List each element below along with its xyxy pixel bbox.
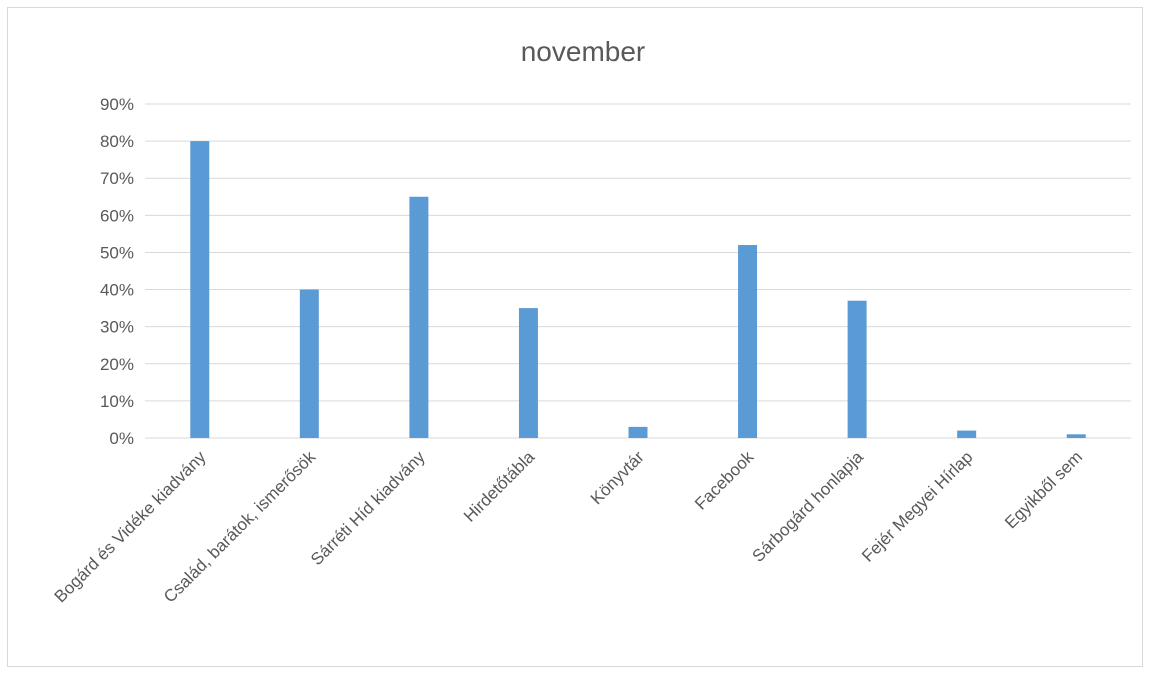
y-tick-label: 90% xyxy=(100,95,134,114)
x-category-label: Könyvtár xyxy=(587,447,648,508)
y-axis-tick-labels: 0% 10% 20% 30% 40% 50% 60% 70% 80% 90% xyxy=(100,95,134,448)
bar xyxy=(409,196,429,438)
x-category-label: Hirdetőtábla xyxy=(460,447,539,526)
bar xyxy=(628,426,648,438)
y-tick-label: 80% xyxy=(100,132,134,151)
chart-title: november xyxy=(521,36,646,67)
x-category-label: Fejér Megyei Hírlap xyxy=(858,447,976,565)
y-tick-label: 40% xyxy=(100,281,134,300)
bar xyxy=(299,289,319,438)
gridlines xyxy=(145,103,1131,439)
y-tick-label: 20% xyxy=(100,355,134,374)
bar xyxy=(518,308,538,438)
y-tick-label: 10% xyxy=(100,392,134,411)
y-tick-label: 70% xyxy=(100,169,134,188)
x-category-label: Egyikből sem xyxy=(1001,447,1086,532)
x-category-label: Facebook xyxy=(691,447,758,514)
y-tick-label: 50% xyxy=(100,243,134,262)
x-category-label: Sárréti Híd kiadvány xyxy=(307,447,429,569)
bar xyxy=(738,245,758,438)
x-category-label: Sárbogárd honlapja xyxy=(749,447,868,566)
y-tick-label: 0% xyxy=(109,429,134,448)
y-tick-label: 30% xyxy=(100,318,134,337)
bar xyxy=(957,430,977,438)
bars xyxy=(190,141,1086,438)
y-tick-label: 60% xyxy=(100,206,134,225)
bar xyxy=(847,300,867,438)
bar xyxy=(1066,434,1086,438)
bar xyxy=(190,141,210,438)
